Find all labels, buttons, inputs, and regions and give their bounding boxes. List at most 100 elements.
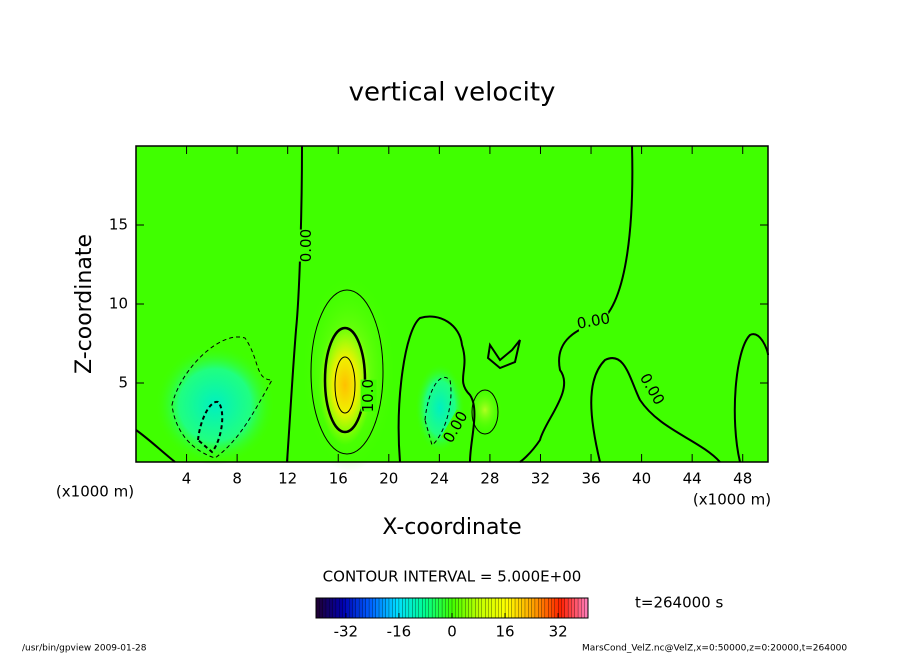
colorbar-tick-label: 0 [447, 623, 457, 641]
colorbar-cell [388, 597, 393, 619]
colorbar-cell [368, 597, 373, 619]
colorbar-cell [421, 597, 426, 619]
x-unit: (x1000 m) [693, 491, 771, 509]
colorbar-cell [485, 597, 489, 619]
colorbar-cell [435, 597, 440, 619]
colorbar-cell [445, 597, 450, 619]
field [136, 146, 768, 472]
colorbar-cell [471, 597, 476, 619]
x-tick-label: 4 [182, 470, 192, 488]
colorbar-cell [355, 597, 360, 619]
colorbar-cell [345, 597, 350, 619]
colorbar-cell [349, 597, 353, 619]
y-tick-label: 15 [109, 216, 128, 234]
contour-label-bg [636, 371, 667, 408]
colorbar-cell [402, 597, 407, 619]
y-tick-label: 10 [109, 295, 128, 313]
time-label: t=264000 s [635, 594, 723, 612]
contour-line [519, 145, 634, 463]
contour-line [286, 145, 303, 463]
contour-line [733, 333, 769, 463]
colorbar-tick-label: -16 [387, 623, 412, 641]
colorbar-cell [352, 597, 357, 619]
colorbar-cell [365, 597, 370, 619]
colorbar-cell [488, 597, 493, 619]
colorbar-cell [494, 597, 499, 619]
colorbar-cell [524, 597, 529, 619]
x-tick-label: 12 [278, 470, 297, 488]
colorbar-cell [534, 597, 539, 619]
field-blob [319, 325, 371, 445]
field-blob [155, 345, 275, 465]
contour-line [334, 356, 356, 414]
colorbar-tick-label: -32 [334, 623, 359, 641]
colorbar-cell [319, 597, 324, 619]
colorbar-cell [372, 597, 377, 619]
colorbar-cell [382, 597, 387, 619]
colorbar-cell [438, 597, 443, 619]
x-tick-label: 36 [581, 470, 600, 488]
contour-label: 10.0 [359, 379, 377, 412]
footer: MarsCond_VelZ.nc@VelZ,x=0:50000,z=0:2000… [582, 644, 847, 654]
colorbar-cell [461, 597, 466, 619]
contour-line [135, 429, 176, 463]
y-axis-label: Z-coordinate [72, 234, 97, 374]
colorbar-cell [541, 597, 546, 619]
contour-label: 0.00 [575, 309, 611, 333]
colorbar-cell [375, 597, 380, 619]
x-tick-label: 20 [379, 470, 398, 488]
field-blob [467, 385, 503, 435]
contour-line [471, 389, 499, 435]
colorbar-cell [408, 597, 413, 619]
colorbar-cell [567, 597, 572, 619]
colorbar-cell [378, 597, 383, 619]
colorbar-cell [322, 597, 327, 619]
contour-interval: CONTOUR INTERVAL = 5.000E+00 [323, 568, 582, 586]
contour-label-bg [360, 379, 377, 412]
colorbar-cell [508, 597, 513, 619]
colorbar-cell [441, 597, 446, 619]
colorbar-cell [538, 597, 543, 619]
colorbar-cell [481, 597, 486, 619]
colorbar-cell [581, 597, 586, 619]
colorbar-cell [358, 597, 363, 619]
colorbar-cell [458, 597, 463, 619]
contour-line [171, 336, 273, 459]
colorbar-cell [455, 597, 460, 619]
colorbar-cell [412, 597, 416, 619]
x-unit: (x1000 m) [56, 483, 134, 501]
colorbar-cell [329, 597, 334, 619]
contour-label-bg [576, 310, 611, 333]
contour-line [196, 400, 224, 454]
colorbar-cell [571, 597, 576, 619]
contour-label: 0.00 [297, 229, 315, 262]
colorbar-cell [514, 597, 519, 619]
colorbar-cell [415, 597, 420, 619]
colorbar-cell [518, 597, 523, 619]
contour-line [397, 315, 476, 463]
x-tick-label: 28 [480, 470, 499, 488]
colorbar-cell [574, 597, 579, 619]
colorbar-tick-label: 32 [549, 623, 568, 641]
x-tick-label: 8 [232, 470, 242, 488]
colorbar-cell [339, 597, 343, 619]
colorbar-cell [325, 597, 330, 619]
colorbar-cell [431, 597, 436, 619]
colorbar-cell [548, 597, 552, 619]
colorbar-cell [557, 597, 562, 619]
contour-line [310, 289, 384, 455]
colorbar-cell [335, 597, 340, 619]
colorbar-cell [405, 597, 410, 619]
colorbar-cell [551, 597, 556, 619]
colorbar-cell [564, 597, 569, 619]
colorbar-cell [544, 597, 549, 619]
colorbar-cell [498, 597, 503, 619]
x-tick-label: 40 [632, 470, 651, 488]
footer: /usr/bin/gpview 2009-01-28 [22, 644, 147, 654]
colorbar-cell [418, 597, 423, 619]
colorbar-cell [392, 597, 397, 619]
x-tick-label: 24 [430, 470, 449, 488]
contour-label-bg [298, 229, 315, 262]
colorbar-cell [385, 597, 390, 619]
